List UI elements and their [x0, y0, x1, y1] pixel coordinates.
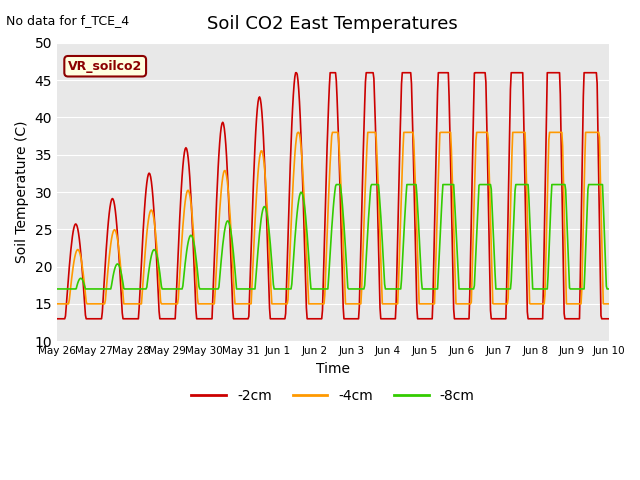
-4cm	[294, 130, 302, 135]
Line: -8cm: -8cm	[57, 185, 640, 289]
-8cm	[122, 286, 130, 292]
-2cm	[122, 316, 130, 322]
-8cm	[446, 182, 454, 188]
-4cm	[282, 301, 289, 307]
-4cm	[260, 155, 268, 160]
-2cm	[413, 305, 420, 311]
-8cm	[53, 286, 61, 292]
Title: Soil CO2 East Temperatures: Soil CO2 East Temperatures	[207, 15, 458, 33]
-2cm	[260, 134, 268, 140]
-4cm	[122, 301, 130, 307]
X-axis label: Time: Time	[316, 361, 350, 375]
-2cm	[230, 316, 238, 322]
Line: -2cm: -2cm	[57, 72, 640, 319]
Text: VR_soilco2: VR_soilco2	[68, 60, 142, 73]
-8cm	[413, 192, 420, 197]
-8cm	[282, 286, 289, 292]
-8cm	[260, 205, 268, 211]
-2cm	[53, 316, 61, 322]
Line: -4cm: -4cm	[57, 132, 640, 304]
-2cm	[282, 311, 289, 316]
-2cm	[292, 70, 300, 75]
Y-axis label: Soil Temperature (C): Soil Temperature (C)	[15, 121, 29, 263]
-4cm	[53, 301, 61, 307]
-8cm	[230, 259, 238, 265]
Legend: -2cm, -4cm, -8cm: -2cm, -4cm, -8cm	[186, 384, 480, 409]
-8cm	[332, 182, 340, 188]
-4cm	[413, 228, 420, 233]
-4cm	[446, 130, 454, 135]
-4cm	[230, 291, 238, 297]
Text: No data for f_TCE_4: No data for f_TCE_4	[6, 14, 129, 27]
-2cm	[446, 126, 454, 132]
